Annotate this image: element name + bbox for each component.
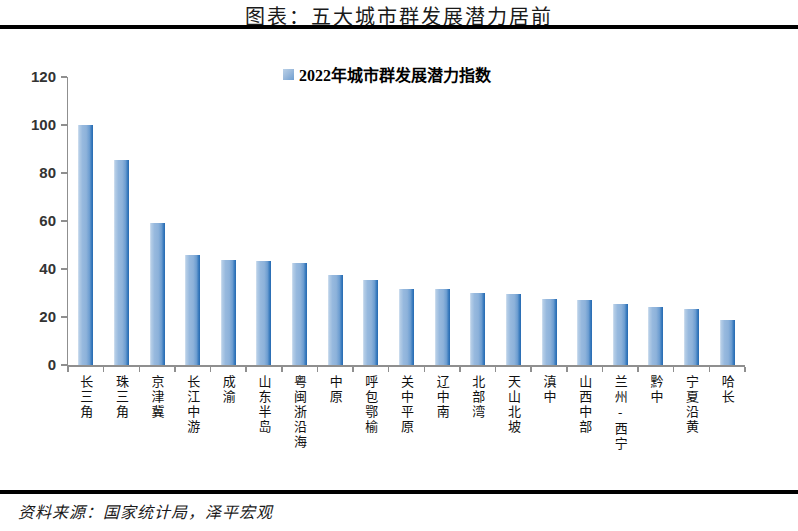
x-axis-tick-mark <box>174 367 176 372</box>
x-axis-category-label: 珠三角 <box>104 375 140 420</box>
x-axis-tick-mark <box>67 367 69 372</box>
x-axis-category-text: 山西中部 <box>578 375 591 435</box>
x-axis-category-text: 滇中 <box>543 375 556 405</box>
x-axis-category-text: 黔中 <box>649 375 662 405</box>
y-axis-tick-label: 40 <box>16 259 56 279</box>
x-axis-tick-mark <box>103 367 105 372</box>
x-axis-tick-mark <box>139 367 141 372</box>
bar <box>78 125 93 365</box>
y-axis-tick-label: 120 <box>16 67 56 87</box>
plot-area: 020406080100120长三角珠三角京津冀长江中游成渝山东半岛粤闽浙沿海中… <box>67 77 745 367</box>
bar <box>363 280 378 365</box>
y-axis-tick-label: 60 <box>16 211 56 231</box>
x-axis-category-text: 呼包鄂榆 <box>364 375 377 435</box>
x-axis-category-label: 辽中南 <box>424 375 460 420</box>
x-axis-category-label: 京津冀 <box>139 375 175 420</box>
x-axis-tick-mark <box>673 367 675 372</box>
bar <box>114 160 129 365</box>
x-axis-tick-mark <box>388 367 390 372</box>
bar <box>720 320 735 365</box>
x-axis-category-label: 成渝 <box>211 375 247 405</box>
x-axis-category-label: 关中平原 <box>389 375 425 435</box>
x-axis-category-label: 中原 <box>317 375 353 405</box>
x-axis-category-label: 哈长 <box>709 375 745 405</box>
x-axis-category-label: 长三角 <box>68 375 104 420</box>
x-axis-tick-mark <box>210 367 212 372</box>
y-axis-tick-label: 80 <box>16 163 56 183</box>
x-axis-category-label: 兰州-西宁 <box>602 375 638 452</box>
x-axis-category-label: 呼包鄂榆 <box>353 375 389 435</box>
y-axis-tick-mark <box>61 316 67 318</box>
source-note: 资料来源：国家统计局，泽平宏观 <box>18 499 273 523</box>
x-axis-category-text: 关中平原 <box>400 375 413 435</box>
x-axis-tick-mark <box>281 367 283 372</box>
bar <box>221 260 236 365</box>
x-axis-category-label: 山东半岛 <box>246 375 282 435</box>
x-axis-tick-mark <box>566 367 568 372</box>
x-axis-category-label: 黔中 <box>638 375 674 405</box>
x-axis-category-label: 粤闽浙沿海 <box>282 375 318 450</box>
y-axis-tick-mark <box>61 220 67 222</box>
x-axis-category-text: 山东半岛 <box>257 375 270 435</box>
y-axis-tick-mark <box>61 172 67 174</box>
y-axis-tick-mark <box>61 124 67 126</box>
x-axis-category-text: 天山北坡 <box>507 375 520 435</box>
bar <box>399 289 414 365</box>
x-axis-tick-mark <box>495 367 497 372</box>
x-axis-tick-mark <box>459 367 461 372</box>
x-axis-category-text: 长江中游 <box>186 375 199 435</box>
y-axis-tick-mark <box>61 76 67 78</box>
bar <box>648 307 663 365</box>
x-axis-tick-mark <box>424 367 426 372</box>
x-axis-category-label: 天山北坡 <box>496 375 532 435</box>
bar <box>542 299 557 365</box>
x-axis-tick-mark <box>744 367 746 372</box>
x-axis-category-label: 宁夏沿黄 <box>674 375 710 435</box>
bar <box>577 300 592 365</box>
x-axis-category-text: 珠三角 <box>115 375 128 420</box>
bar <box>613 304 628 365</box>
x-axis-category-text: 京津冀 <box>151 375 164 420</box>
x-axis-category-text: 中原 <box>329 375 342 405</box>
x-axis-category-text: 哈长 <box>721 375 734 405</box>
x-axis-category-text: 长三角 <box>79 375 92 420</box>
title-divider-line <box>0 25 798 29</box>
y-axis-tick-mark <box>61 364 67 366</box>
bar <box>328 275 343 365</box>
bar <box>292 263 307 365</box>
x-axis-category-text: 兰州-西宁 <box>614 375 627 452</box>
x-axis-category-label: 山西中部 <box>567 375 603 435</box>
bar <box>256 261 271 365</box>
bar <box>506 294 521 365</box>
report-page: 图表：五大城市群发展潜力居前 2022年城市群发展潜力指数 0204060801… <box>0 0 798 531</box>
x-axis-tick-mark <box>245 367 247 372</box>
x-axis-tick-mark <box>709 367 711 372</box>
bar <box>435 289 450 365</box>
x-axis-tick-mark <box>602 367 604 372</box>
x-axis-category-label: 滇中 <box>531 375 567 405</box>
y-axis-tick-label: 0 <box>16 355 56 375</box>
x-axis-tick-mark <box>317 367 319 372</box>
x-axis-category-label: 北部湾 <box>460 375 496 420</box>
bar <box>684 309 699 365</box>
x-axis-category-text: 成渝 <box>222 375 235 405</box>
footer-divider-line <box>0 490 798 494</box>
x-axis-category-text: 粤闽浙沿海 <box>293 375 306 450</box>
x-axis-tick-mark <box>530 367 532 372</box>
x-axis-category-text: 辽中南 <box>436 375 449 420</box>
x-axis-category-text: 北部湾 <box>471 375 484 420</box>
x-axis-category-label: 长江中游 <box>175 375 211 435</box>
x-axis-category-text: 宁夏沿黄 <box>685 375 698 435</box>
bar <box>185 255 200 365</box>
y-axis-tick-mark <box>61 268 67 270</box>
y-axis-tick-label: 20 <box>16 307 56 327</box>
x-axis-tick-mark <box>637 367 639 372</box>
x-axis-tick-mark <box>352 367 354 372</box>
y-axis-tick-label: 100 <box>16 115 56 135</box>
bar <box>150 223 165 365</box>
bar <box>470 293 485 365</box>
